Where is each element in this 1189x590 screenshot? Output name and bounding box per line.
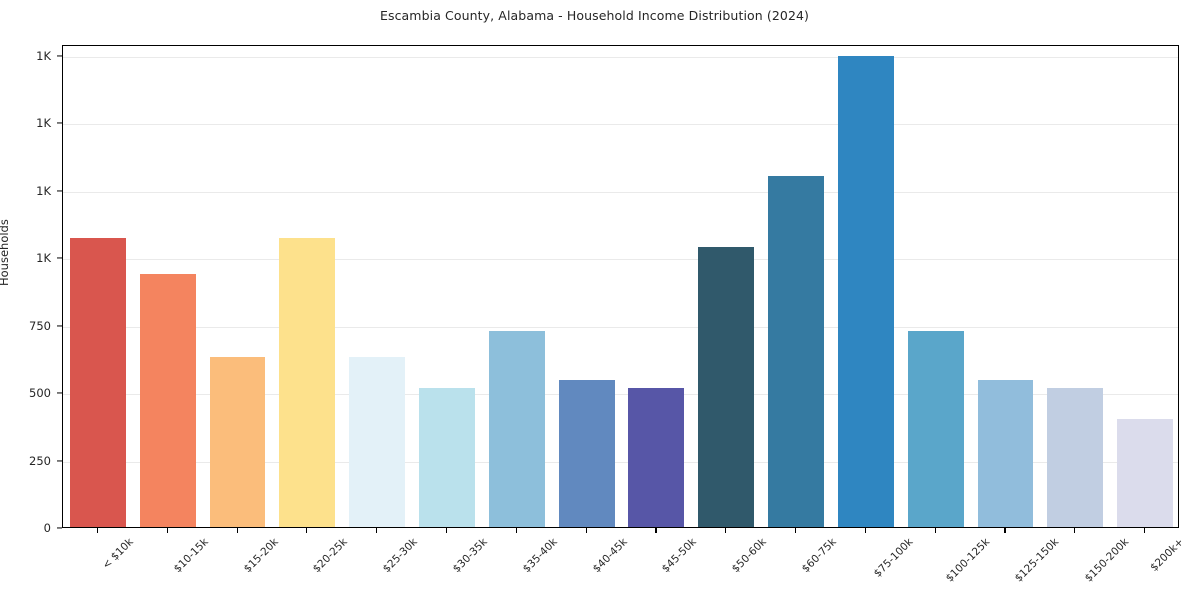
y-tick-label: 250 — [29, 453, 51, 468]
bar-30-35k[interactable] — [419, 387, 475, 527]
y-tick-mark — [57, 55, 62, 57]
bar-10-15k[interactable] — [139, 273, 196, 527]
bar-100-125k[interactable] — [907, 331, 964, 527]
x-tick-label: $30-35k — [450, 536, 490, 576]
bar-10k[interactable] — [69, 238, 126, 527]
x-tick-label: $10-15k — [171, 536, 211, 576]
x-axis: < $10k $10-15k $15-20k $20-25k $25-30k $30-35… — [62, 528, 1186, 590]
y-tick-label: 1K — [36, 251, 51, 266]
bar-200k[interactable] — [1117, 419, 1173, 527]
y-tick-label: 1K — [36, 48, 51, 63]
x-tick-label: $40-45k — [590, 536, 630, 576]
y-tick-label: 0 — [43, 521, 51, 535]
x-tick-label: $45-50k — [660, 536, 700, 576]
bar-45-50k[interactable] — [628, 387, 685, 527]
x-tick-mark — [655, 528, 657, 533]
y-tick-mark — [57, 122, 62, 124]
x-tick-mark — [445, 528, 448, 533]
x-tick-mark — [1074, 528, 1076, 533]
x-tick-mark — [166, 528, 168, 533]
x-tick-label: $100-125k — [943, 536, 992, 585]
x-tick-label: $150-200k — [1082, 536, 1132, 585]
y-tick-mark — [57, 459, 62, 462]
x-tick-label: $50-60k — [729, 536, 769, 576]
y-tick-mark — [57, 190, 62, 192]
bars-layer — [63, 46, 1178, 527]
x-tick-label: $15-20k — [241, 536, 281, 576]
y-tick-mark — [57, 325, 62, 327]
bar-25-30k[interactable] — [349, 356, 406, 527]
x-tick-label: $25-30k — [380, 536, 420, 576]
y-tick-mark — [57, 527, 62, 529]
x-tick-mark — [934, 528, 936, 533]
y-axis: 0 250 500 750 1K 1K 1K 1K — [0, 45, 62, 535]
plot-area — [62, 45, 1179, 528]
bar-20-25k[interactable] — [279, 238, 336, 527]
x-tick-label: < $10k — [100, 536, 136, 572]
y-tick-label: 500 — [29, 386, 51, 401]
bar-60-75k[interactable] — [768, 176, 824, 527]
x-tick-mark — [864, 528, 866, 533]
x-tick-mark — [306, 528, 308, 533]
y-tick-label: 750 — [29, 318, 51, 333]
bar-75-100k[interactable] — [837, 56, 894, 527]
x-tick-mark — [1004, 528, 1006, 533]
x-tick-label: $125-150k — [1013, 536, 1062, 585]
x-tick-mark — [96, 528, 98, 533]
bar-40-45k[interactable] — [558, 380, 615, 527]
y-tick-label: 1K — [36, 183, 51, 198]
x-tick-label: $20-25k — [311, 536, 351, 576]
y-tick-mark — [57, 257, 62, 259]
bar-35-40k[interactable] — [488, 331, 545, 527]
y-tick-label: 1K — [36, 116, 51, 131]
bar-50-60k[interactable] — [698, 246, 755, 527]
x-tick-label: $35-40k — [520, 536, 560, 576]
bar-15-20k[interactable] — [209, 356, 266, 527]
x-tick-mark — [236, 528, 238, 533]
x-tick-mark — [515, 528, 517, 533]
bar-125-150k[interactable] — [977, 380, 1034, 527]
x-tick-label: $60-75k — [799, 536, 839, 576]
x-tick-mark — [376, 528, 378, 533]
x-tick-mark — [795, 528, 797, 533]
x-tick-label: $200k+ — [1148, 536, 1187, 574]
x-tick-mark — [1144, 528, 1146, 533]
y-tick-mark — [57, 392, 62, 394]
x-tick-label: $75-100k — [871, 536, 916, 580]
x-tick-mark — [585, 528, 587, 533]
bar-150-200k[interactable] — [1047, 387, 1104, 527]
chart-title: Escambia County, Alabama - Household Inc… — [379, 8, 810, 23]
x-tick-mark — [725, 528, 727, 533]
